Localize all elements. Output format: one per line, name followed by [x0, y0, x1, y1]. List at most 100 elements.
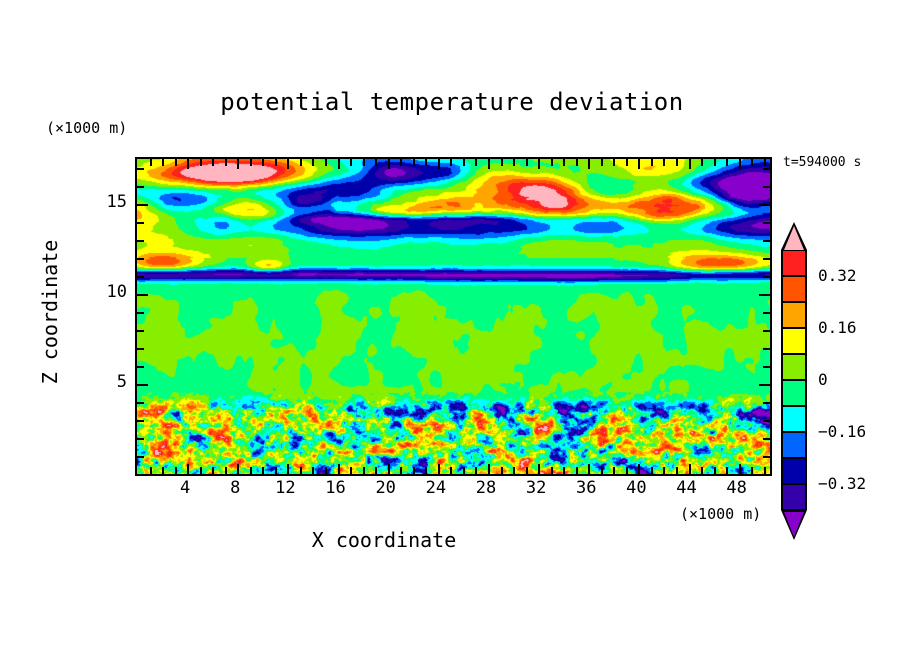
- z-axis-tick: [137, 330, 144, 332]
- contour-plot-area: [135, 157, 772, 476]
- x-axis-tick: [450, 467, 453, 474]
- x-axis-tick: [287, 464, 290, 474]
- x-axis-tick: [425, 467, 428, 474]
- x-axis-tick-top: [613, 159, 616, 166]
- x-axis-tick: [701, 467, 704, 474]
- x-axis-tick-label: 40: [626, 478, 647, 498]
- x-axis-tick-top: [600, 159, 603, 166]
- x-axis-tick: [187, 464, 190, 474]
- z-axis-tick-right: [763, 330, 770, 332]
- x-axis-tick-top: [412, 159, 415, 166]
- z-axis-tick: [137, 240, 144, 242]
- x-axis-tick-top: [375, 159, 378, 166]
- colorbar-band-red: [781, 250, 807, 276]
- x-axis-tick: [149, 467, 152, 474]
- z-axis-tick-right: [763, 456, 770, 458]
- colorbar-band-orange: [781, 302, 807, 328]
- x-axis-tick-top: [362, 159, 365, 166]
- x-axis-tick-top: [199, 159, 202, 166]
- x-axis-tick: [199, 467, 202, 474]
- x-axis-tick-top: [274, 159, 277, 166]
- x-axis-tick-label: 24: [425, 478, 447, 498]
- x-axis-tick-label: 8: [230, 478, 241, 498]
- x-axis-tick-top: [513, 159, 516, 166]
- x-axis-tick-top: [688, 159, 691, 169]
- x-axis-tick: [337, 464, 340, 474]
- x-axis-tick-top: [450, 159, 453, 166]
- z-axis-tick-right: [759, 384, 770, 386]
- x-axis-tick: [400, 467, 403, 474]
- z-axis-tick-right: [763, 420, 770, 422]
- z-axis-tick-right: [763, 258, 770, 260]
- x-axis-tick: [613, 467, 616, 474]
- colorbar-tick-label: 0.32: [818, 266, 857, 285]
- z-axis-tick-right: [763, 402, 770, 404]
- z-axis-tick: [137, 276, 144, 278]
- colorbar-tick-label: 0: [818, 370, 828, 389]
- x-axis-tick: [500, 467, 503, 474]
- x-axis-tick-top: [337, 159, 340, 169]
- x-axis-tick-top: [663, 159, 666, 166]
- z-axis-tick: [137, 222, 144, 224]
- x-axis-title: X coordinate: [311, 528, 457, 552]
- colorbar-under-arrow: [781, 510, 807, 540]
- z-axis-tick-right: [763, 168, 770, 170]
- z-unit-label: (×1000 m): [46, 119, 128, 137]
- x-axis-tick-top: [675, 159, 678, 166]
- z-axis-tick-right: [763, 312, 770, 314]
- x-axis-tick-top: [262, 159, 265, 166]
- z-axis-tick: [137, 294, 148, 296]
- x-axis-tick: [675, 467, 678, 474]
- z-axis-tick-right: [763, 438, 770, 440]
- x-axis-tick: [437, 464, 440, 474]
- x-axis-tick-top: [763, 159, 766, 166]
- x-axis-tick-top: [563, 159, 566, 166]
- colorbar-over-arrow: [781, 222, 807, 250]
- x-axis-tick: [538, 464, 541, 474]
- x-axis-tick-label: 28: [475, 478, 497, 498]
- x-axis-tick: [588, 464, 591, 474]
- z-axis-title: Z coordinate: [38, 239, 62, 385]
- x-axis-tick: [375, 467, 378, 474]
- x-axis-tick-top: [625, 159, 628, 166]
- x-axis-tick-top: [350, 159, 353, 166]
- x-axis-tick-top: [400, 159, 403, 166]
- z-axis-tick: [137, 186, 144, 188]
- x-axis-tick: [550, 467, 553, 474]
- x-axis-tick-top: [575, 159, 578, 166]
- colorbar-band-cyan: [781, 406, 807, 432]
- x-axis-tick: [262, 467, 265, 474]
- x-axis-tick: [212, 467, 215, 474]
- x-axis-tick-top: [187, 159, 190, 169]
- z-axis-tick-label: 5: [116, 372, 127, 392]
- z-axis-tick: [137, 420, 144, 422]
- x-axis-tick-top: [500, 159, 503, 166]
- x-axis-tick-top: [701, 159, 704, 166]
- x-axis-tick: [224, 467, 227, 474]
- colorbar: [781, 222, 807, 540]
- x-axis-tick: [575, 467, 578, 474]
- x-axis-tick: [638, 464, 641, 474]
- x-axis-tick-top: [487, 159, 490, 169]
- x-axis-tick-top: [650, 159, 653, 166]
- z-axis-tick: [137, 456, 144, 458]
- x-unit-label: (×1000 m): [680, 505, 762, 523]
- colorbar-band-yellow: [781, 328, 807, 354]
- colorbar-band-spring-green: [781, 380, 807, 406]
- x-axis-tick-top: [174, 159, 177, 166]
- x-axis-tick: [350, 467, 353, 474]
- colorbar-band-yellow-green: [781, 354, 807, 380]
- z-axis-tick-right: [759, 204, 770, 206]
- x-axis-tick-top: [149, 159, 152, 166]
- z-axis-tick: [137, 348, 144, 350]
- z-axis-tick: [137, 204, 148, 206]
- page-title: potential temperature deviation: [220, 88, 684, 116]
- x-axis-tick-top: [751, 159, 754, 166]
- z-axis-tick-right: [763, 240, 770, 242]
- x-axis-tick-top: [237, 159, 240, 169]
- x-axis-tick: [763, 467, 766, 474]
- x-axis-tick: [412, 467, 415, 474]
- z-axis-tick-label: 10: [106, 282, 127, 302]
- x-axis-tick: [513, 467, 516, 474]
- z-axis-tick: [137, 366, 144, 368]
